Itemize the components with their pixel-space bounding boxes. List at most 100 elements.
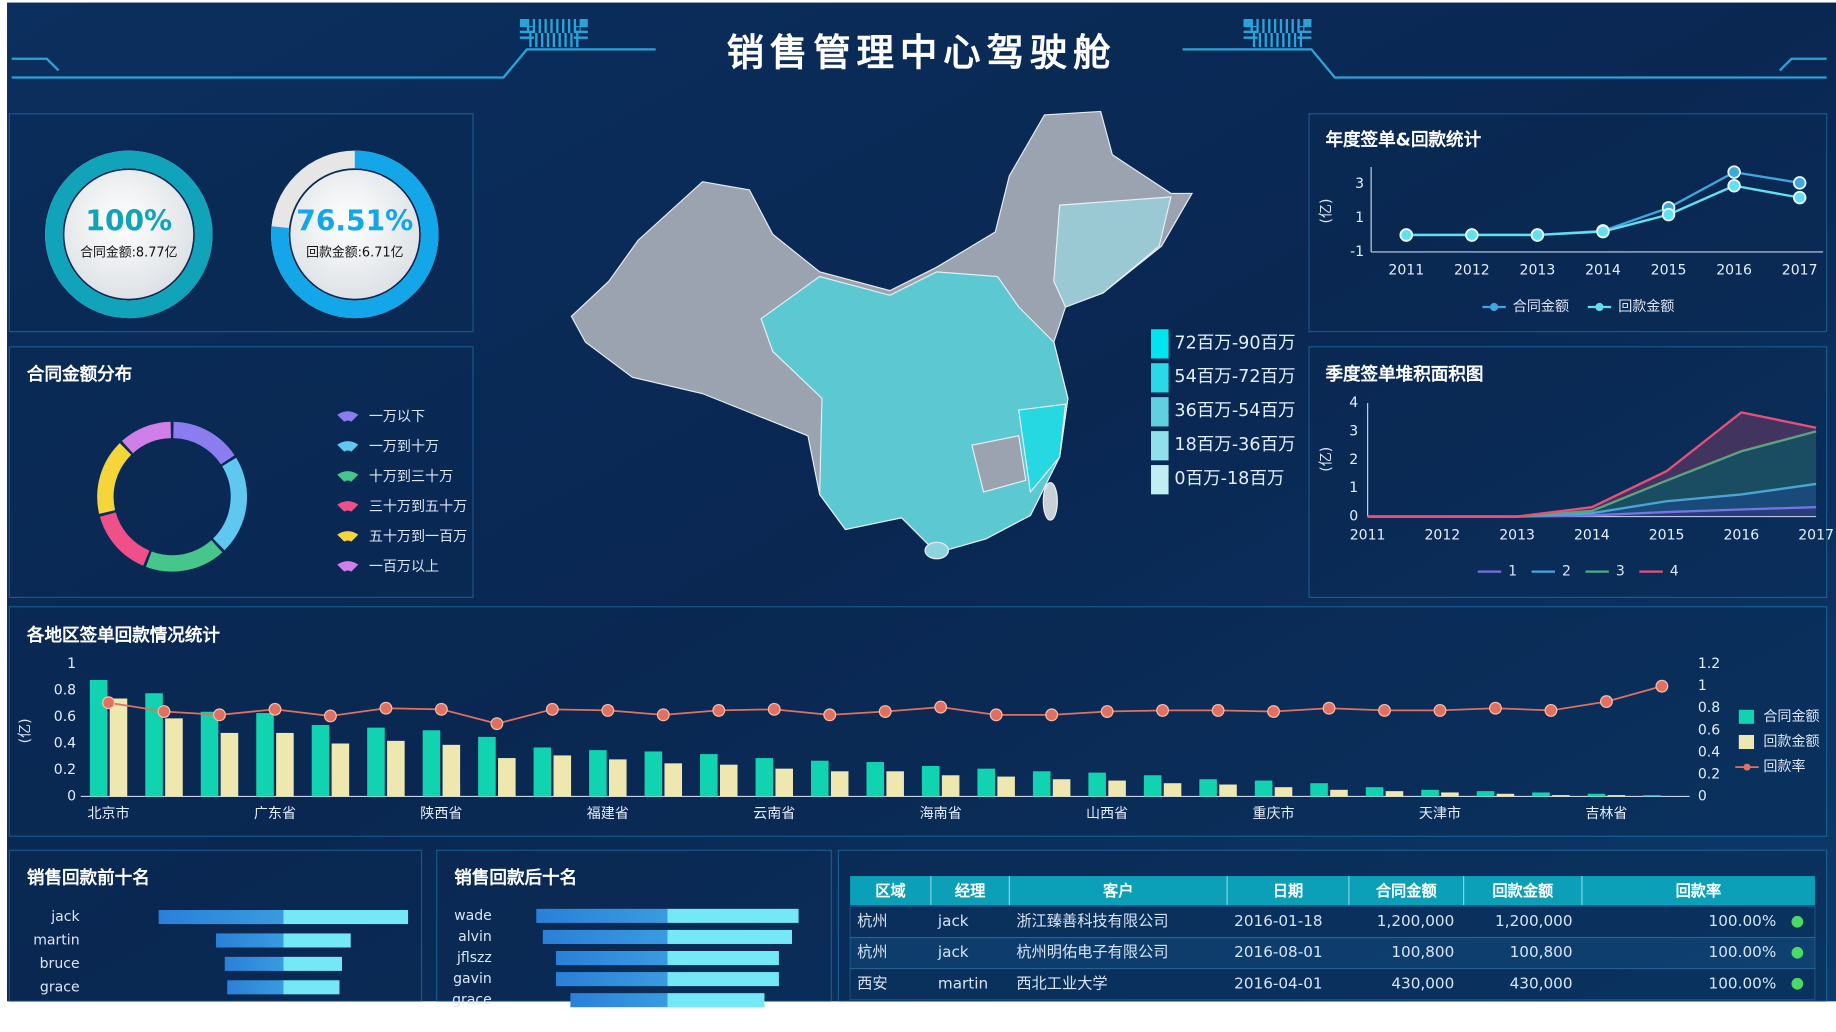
panel bbox=[8, 849, 423, 1002]
panel bbox=[8, 606, 1828, 837]
x-tick-label: 2017 bbox=[1782, 263, 1818, 279]
bar bbox=[158, 910, 409, 925]
point bbox=[934, 700, 948, 714]
x-tick-label: 2012 bbox=[1425, 527, 1461, 543]
table-cell: jack bbox=[937, 912, 969, 930]
y-tick-label: -1 bbox=[1350, 244, 1364, 260]
point bbox=[1045, 708, 1059, 722]
point bbox=[1596, 224, 1610, 239]
panel-title: 销售回款前十名 bbox=[27, 867, 150, 888]
panel-title: 合同金额分布 bbox=[27, 364, 132, 385]
legend-icon bbox=[337, 471, 359, 482]
y2-tick-label: 0.8 bbox=[1698, 700, 1720, 716]
x-tick-label: 2016 bbox=[1716, 263, 1752, 279]
y-tick-label: 0.4 bbox=[54, 736, 76, 752]
table-cell: 杭州 bbox=[857, 943, 887, 961]
x-tick-label: 陕西省 bbox=[420, 806, 462, 822]
table-row bbox=[849, 905, 1816, 939]
gauge-caption: 回款金额:6.71亿 bbox=[306, 245, 404, 261]
donut-segment bbox=[121, 421, 172, 454]
point bbox=[1489, 701, 1502, 715]
x-tick-label: 北京市 bbox=[87, 805, 129, 822]
point bbox=[1792, 176, 1807, 190]
gauge-value: 100% bbox=[85, 205, 172, 238]
y-tick-label: 0 bbox=[67, 788, 76, 804]
table-cell: 1,200,000 bbox=[1377, 912, 1454, 930]
bar bbox=[1052, 779, 1071, 797]
y-tick-label: 3 bbox=[1349, 423, 1358, 439]
area-fill bbox=[1367, 431, 1817, 517]
map-legend-swatch bbox=[1151, 465, 1169, 495]
donut-segment bbox=[99, 512, 150, 566]
x-tick-label: 2014 bbox=[1574, 527, 1610, 543]
bar bbox=[886, 771, 904, 797]
x-tick-label: 2013 bbox=[1520, 263, 1556, 279]
bar bbox=[811, 760, 829, 797]
point bbox=[268, 702, 282, 716]
point bbox=[157, 705, 171, 718]
bar-label: gavin bbox=[453, 971, 492, 987]
legend-label: 1 bbox=[1508, 564, 1517, 580]
legend-label: 一百万以上 bbox=[369, 559, 439, 575]
point bbox=[989, 708, 1003, 722]
bar bbox=[533, 747, 552, 797]
bar bbox=[866, 762, 885, 797]
bar bbox=[997, 776, 1015, 797]
point bbox=[1399, 228, 1414, 242]
map-legend-label: 54百万-72百万 bbox=[1174, 367, 1295, 387]
bar bbox=[1476, 791, 1495, 797]
map-legend-label: 72百万-90百万 bbox=[1174, 333, 1295, 353]
map-legend-swatch bbox=[1151, 397, 1169, 427]
x-tick-label: 云南省 bbox=[753, 806, 795, 822]
bar bbox=[1552, 795, 1570, 797]
point bbox=[1727, 179, 1741, 193]
bar bbox=[442, 744, 461, 797]
legend-icon bbox=[1738, 709, 1755, 724]
bar bbox=[977, 768, 995, 797]
point bbox=[434, 702, 448, 716]
legend-icon bbox=[1743, 763, 1751, 771]
bar bbox=[553, 755, 572, 797]
bar-label: martin bbox=[33, 932, 79, 948]
y-tick-label: 1 bbox=[67, 656, 76, 672]
table-cell: 2016-08-01 bbox=[1234, 943, 1322, 961]
bar bbox=[220, 732, 239, 797]
map-legend-swatch bbox=[1151, 363, 1169, 393]
table-cell: 杭州 bbox=[857, 912, 887, 930]
status-dot bbox=[1791, 915, 1804, 928]
legend-label: 回款金额 bbox=[1618, 299, 1674, 315]
point bbox=[1465, 228, 1479, 242]
bar bbox=[478, 736, 496, 797]
legend-label: 十万到三十万 bbox=[369, 469, 453, 485]
point bbox=[878, 705, 892, 718]
x-tick-label: 2017 bbox=[1798, 527, 1834, 543]
gauge-inner bbox=[64, 169, 194, 299]
table-header-bg bbox=[850, 876, 1815, 906]
donut-segment bbox=[212, 457, 248, 551]
point bbox=[379, 701, 393, 715]
point bbox=[1378, 703, 1391, 717]
point bbox=[823, 708, 837, 722]
point bbox=[1156, 703, 1170, 717]
x-tick-label: 2011 bbox=[1388, 263, 1424, 279]
point bbox=[1655, 679, 1669, 693]
x-tick-label: 广东省 bbox=[254, 806, 296, 822]
bar bbox=[165, 718, 183, 797]
table-cell: jack bbox=[937, 943, 969, 961]
bar-label: alvin bbox=[458, 929, 492, 945]
bar-label: grace bbox=[452, 992, 492, 1008]
bar bbox=[422, 730, 441, 797]
point bbox=[1661, 207, 1676, 222]
y-tick-label: 1 bbox=[1355, 210, 1364, 226]
bar bbox=[608, 759, 627, 797]
bar bbox=[542, 929, 793, 944]
bar bbox=[555, 972, 779, 987]
donut-segment bbox=[145, 539, 223, 572]
table-row bbox=[849, 967, 1816, 1001]
bar bbox=[1199, 779, 1217, 797]
y2-tick-label: 0.4 bbox=[1698, 744, 1720, 760]
status-dot bbox=[1791, 977, 1804, 990]
bar bbox=[1330, 789, 1348, 797]
panel bbox=[1308, 113, 1828, 333]
